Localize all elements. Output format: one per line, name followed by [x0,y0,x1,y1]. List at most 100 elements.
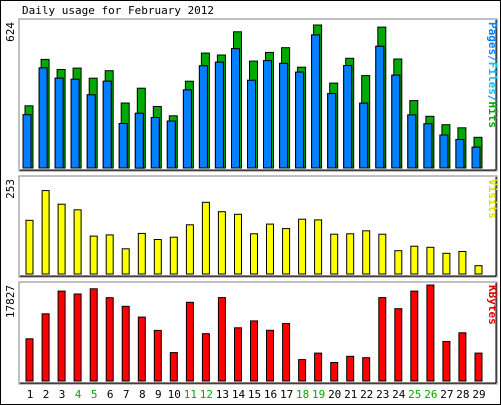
bar-pages-day-29 [471,146,481,169]
bar-pages-day-8 [134,112,144,169]
bar-visits-day-17 [282,228,291,275]
panel-top: 624 Pages/Files/Hits [4,18,499,172]
bar-visits-day-19 [314,219,323,275]
bar-kbytes-day-13 [217,297,226,382]
bar-visits-day-18 [298,218,307,275]
panel-top-series-label-part: / [486,55,499,62]
bar-visits-day-12 [201,201,210,275]
bar-pages-day-27 [439,134,449,169]
bar-pages-day-18 [295,71,305,169]
bar-pages-day-2 [38,67,48,169]
bar-visits-day-8 [137,232,146,275]
x-axis-day-labels: 1 2 3 4 5 6 7 8 9 10 11 12 13 14 15 16 17 18 19 20 21 22 23 24 2… [27,388,486,401]
panel-top-series-label-part: / [486,95,499,102]
panel-top-series-label-part: Pages [486,22,499,55]
bar-kbytes-day-4 [73,293,82,382]
bar-visits-day-24 [394,250,403,275]
x-tick-label-day-18: 18 [296,388,309,401]
bar-pages-day-24 [391,74,401,169]
panel-top-bars [22,24,483,169]
panel-middle-series-label-part: Visits [486,179,499,219]
x-tick-label-day-19: 19 [312,388,325,401]
bar-pages-day-25 [407,114,417,169]
x-tick-label-day-1: 1 [27,388,34,401]
bar-pages-day-4 [70,78,80,169]
panel-top-series-label-part: Files [486,62,499,95]
bar-pages-day-11 [182,89,192,169]
panel-middle: 253 Visits [4,175,499,278]
bar-pages-day-3 [54,77,64,169]
bar-pages-day-23 [375,45,385,169]
panel-middle-bars [25,190,483,275]
bar-visits-day-23 [378,233,387,275]
panel-bottom-series-label: KBytes [486,285,499,325]
x-tick-label-day-16: 16 [264,388,277,401]
panel-top-max-label: 624 [4,22,17,42]
bar-visits-day-15 [250,233,258,275]
bar-pages-day-21 [343,65,353,169]
x-tick-label-day-5: 5 [91,388,98,401]
bar-kbytes-day-5 [89,288,98,382]
x-tick-label-day-4: 4 [75,388,82,401]
panel-bottom: 17827 KBytes [4,281,499,385]
x-tick-label-day-27: 27 [440,388,453,401]
bar-visits-day-4 [73,209,82,275]
bar-kbytes-day-23 [378,297,387,382]
bar-visits-day-14 [234,213,242,275]
x-tick-label-day-6: 6 [107,388,114,401]
bar-kbytes-day-15 [250,320,258,382]
x-tick-label-day-17: 17 [280,388,293,401]
bar-kbytes-day-24 [394,308,403,382]
bar-pages-day-5 [86,94,96,169]
bar-pages-day-14 [231,48,240,169]
bar-kbytes-day-29 [474,352,483,382]
x-tick-label-day-21: 21 [344,388,357,401]
bar-kbytes-day-14 [234,327,242,382]
bar-kbytes-day-19 [314,352,323,382]
bar-visits-day-29 [474,265,483,275]
bar-kbytes-day-27 [442,341,451,382]
chart-title: Daily usage for February 2012 [22,4,214,17]
bar-visits-day-2 [41,190,50,275]
bar-kbytes-day-20 [330,362,339,382]
bar-pages-day-6 [102,80,112,169]
panel-bottom-bars [25,284,483,382]
bar-visits-day-26 [426,246,435,275]
x-tick-label-day-7: 7 [123,388,130,401]
x-tick-label-day-8: 8 [139,388,146,401]
bar-visits-day-13 [217,211,226,275]
bar-pages-day-7 [118,123,128,169]
panel-middle-series-label: Visits [486,179,499,219]
x-tick-label-day-12: 12 [200,388,213,401]
bar-kbytes-day-16 [266,329,274,382]
bar-kbytes-day-11 [185,301,194,382]
x-tick-label-day-22: 22 [360,388,373,401]
x-tick-label-day-20: 20 [328,388,341,401]
bar-visits-day-7 [121,248,130,275]
bar-pages-day-15 [247,79,256,169]
bar-kbytes-day-8 [137,316,146,382]
bar-pages-day-26 [423,123,433,169]
bar-kbytes-day-7 [121,305,130,382]
x-tick-label-day-26: 26 [424,388,437,401]
bar-visits-day-1 [25,219,34,275]
bar-pages-day-19 [311,34,321,169]
bar-kbytes-day-12 [201,333,210,382]
bar-kbytes-day-10 [169,352,178,382]
x-tick-label-day-15: 15 [248,388,261,401]
panel-middle-max-label: 253 [4,179,17,199]
x-tick-label-day-13: 13 [216,388,229,401]
bar-kbytes-day-21 [346,355,355,382]
bar-kbytes-day-17 [282,323,291,382]
bar-visits-day-28 [458,251,467,275]
bar-kbytes-day-3 [57,290,66,382]
bar-pages-day-17 [279,62,289,169]
bar-pages-day-16 [263,60,272,169]
bar-visits-day-5 [89,235,98,275]
x-tick-label-day-10: 10 [168,388,181,401]
bar-visits-day-9 [153,239,162,275]
x-tick-label-day-14: 14 [232,388,246,401]
